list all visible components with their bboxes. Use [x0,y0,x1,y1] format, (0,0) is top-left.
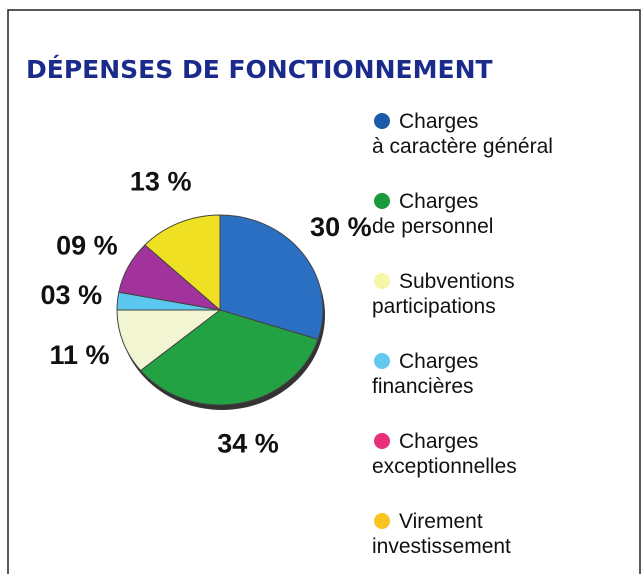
legend-label: Charges financières [372,350,478,398]
pie-slice [139,309,319,406]
value-label: 03 % [41,280,103,310]
legend-marker [374,513,390,529]
legend-marker [374,273,390,289]
legend-marker [374,113,390,129]
pie-slice [219,214,324,340]
legend-label: Virement investissement [372,510,511,558]
value-label: 11 % [49,340,109,370]
legend-label: Charges de personnel [372,190,493,238]
pie-slice [116,309,222,372]
value-label: 30 % [310,212,372,242]
value-label: 13 % [130,167,192,197]
legend-label: Charges à caractère général [372,110,553,158]
pie: 30 % 34 % 11 % 03 % 09 % 13 % [41,167,372,459]
legend-label: Charges exceptionnelles [372,430,517,478]
value-label: 09 % [56,231,118,261]
value-label: 34 % [217,428,279,458]
pie-slice [144,214,221,312]
legend-marker [374,193,390,209]
legend-label: Subventions participations [372,270,515,318]
chart-title: DÉPENSES DE FONCTIONNEMENT [26,55,493,84]
frame [7,9,641,574]
legend-marker [374,353,390,369]
legend-marker [374,433,390,449]
legend: Charges à caractère général Charges de pers… [372,110,553,558]
